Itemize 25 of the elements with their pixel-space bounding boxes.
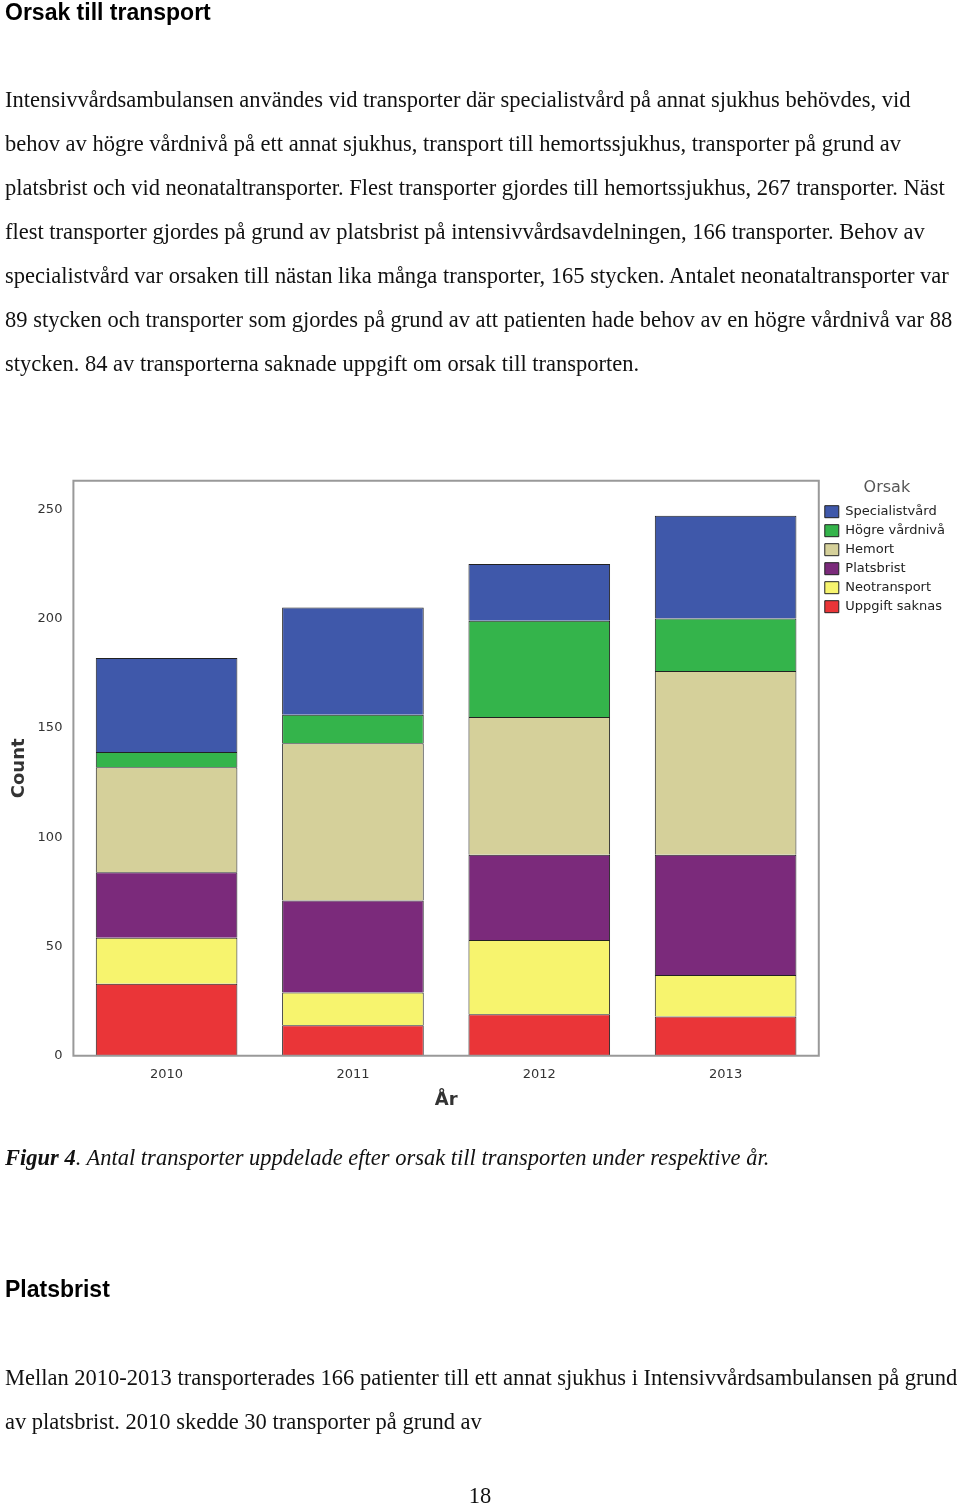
y-tick-label: 150 [37, 719, 63, 735]
text: 18 [467, 1482, 493, 1506]
x-axis-title: År [434, 1086, 458, 1109]
legend-label: Platsbrist [845, 560, 906, 576]
chart-title: Orsak till transport [5, 0, 211, 26]
legend-title: Orsak [863, 477, 911, 497]
y-tick-label: 100 [37, 828, 63, 844]
legend-label: Uppgift saknas [845, 598, 943, 614]
legend-label: Neotransport [845, 579, 932, 595]
y-tick-label: 250 [37, 500, 63, 516]
y-tick-label: 0 [54, 1047, 63, 1063]
y-axis-title: Count [7, 738, 29, 799]
legend-label: Specialistvård [845, 503, 937, 519]
text: Mellan 2010-2013 transporterades 166 patienter till ett annat sjukhus i Intensivvårdsambulansen på grund av platsbrist. 2010 skedde 30 transporter på grund av [5, 1364, 959, 1436]
x-tick-label: 2010 [150, 1065, 184, 1081]
legend-label: Högre vårdnivå [845, 522, 946, 538]
y-tick-label: 200 [37, 609, 63, 625]
text: Figur 4. Antal transporter uppdelade efter orsak till transporten under respektive år. [5, 1144, 771, 1172]
chart-subtitle: Intensivvårdsambulansen användes vid transporter där specialistvård på annat sjukhus behövdes, vid behov av högre vårdnivå på ett annat sjukhus, transport till hemortssjukhus, transporter på grund av platsbrist och vid neonataltransporter. Flest transporter gjordes till hemortssjukhus, 267 transporter. Näst flest transporter gjordes på grund av platsbrist på intensivvårdsavdelningen, 166 transporter. Behov av specialistvård var orsaken till nästan lika många transporter, 165 stycken. Antalet neonataltransporter var 89 stycken och transporter som gjordes på grund av att patienten hade behov av en högre vårdnivå var 88 stycken. 84 av transporterna saknade uppgift om orsak till transporten. [5, 86, 954, 378]
y-tick-label: 50 [45, 937, 63, 953]
text: Platsbrist [5, 1276, 110, 1303]
x-tick-label: 2013 [709, 1065, 743, 1081]
x-tick-label: 2011 [336, 1065, 370, 1081]
x-tick-label: 2012 [522, 1065, 556, 1081]
legend-label: Hemort [845, 541, 895, 557]
